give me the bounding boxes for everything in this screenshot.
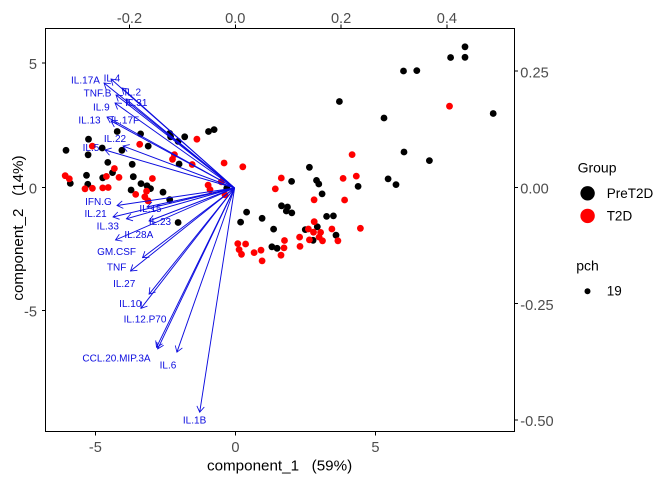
svg-text:0: 0 <box>29 182 37 198</box>
svg-text:IL.13: IL.13 <box>78 116 101 127</box>
svg-text:-5: -5 <box>24 305 37 321</box>
svg-text:Group: Group <box>578 159 617 175</box>
svg-text:IL.5: IL.5 <box>83 143 100 154</box>
svg-text:-0.50: -0.50 <box>520 414 553 430</box>
svg-text:IL.4: IL.4 <box>104 74 121 85</box>
svg-text:0.00: 0.00 <box>520 182 548 198</box>
svg-text:IL.31: IL.31 <box>125 98 148 109</box>
svg-text:0.25: 0.25 <box>520 66 548 82</box>
svg-text:IL.12.P70: IL.12.P70 <box>124 315 167 326</box>
svg-text:GM.CSF: GM.CSF <box>97 247 136 258</box>
svg-text:0: 0 <box>231 440 239 456</box>
svg-text:TNF.B: TNF.B <box>84 89 112 100</box>
svg-text:component_1 (59%): component_1 (59%) <box>207 457 352 474</box>
svg-text:component_2 (14%): component_2 (14%) <box>10 155 27 300</box>
svg-text:0.4: 0.4 <box>437 11 457 27</box>
svg-text:IL.27: IL.27 <box>113 279 136 290</box>
svg-text:pch: pch <box>576 258 599 274</box>
svg-text:IL.17F: IL.17F <box>111 116 139 127</box>
svg-text:T2D: T2D <box>607 208 633 223</box>
svg-text:-5: -5 <box>89 440 102 456</box>
svg-text:IL.23: IL.23 <box>149 217 172 228</box>
svg-text:PreT2D: PreT2D <box>607 186 654 201</box>
svg-text:IL.21: IL.21 <box>84 209 107 220</box>
svg-text:IL.2: IL.2 <box>124 88 141 99</box>
svg-text:TNF: TNF <box>107 262 126 273</box>
svg-text:IL.33: IL.33 <box>97 222 120 233</box>
svg-text:IFN.G: IFN.G <box>85 197 112 208</box>
svg-text:-0.2: -0.2 <box>117 11 142 27</box>
svg-text:-0.25: -0.25 <box>520 298 553 314</box>
svg-text:19: 19 <box>607 283 622 298</box>
svg-text:0.2: 0.2 <box>331 11 351 27</box>
svg-text:5: 5 <box>371 440 379 456</box>
svg-text:IL.10: IL.10 <box>119 299 142 310</box>
svg-text:IL.17A: IL.17A <box>71 75 100 86</box>
svg-text:0.0: 0.0 <box>225 11 245 27</box>
svg-text:IL.1B: IL.1B <box>183 416 207 427</box>
svg-text:IL.6: IL.6 <box>160 361 177 372</box>
svg-text:IL.28A: IL.28A <box>124 230 153 241</box>
svg-text:IL.22: IL.22 <box>104 134 127 145</box>
svg-text:5: 5 <box>29 57 37 73</box>
svg-text:IL.9: IL.9 <box>93 103 110 114</box>
svg-text:CCL.20.MIP.3A: CCL.20.MIP.3A <box>82 354 151 365</box>
